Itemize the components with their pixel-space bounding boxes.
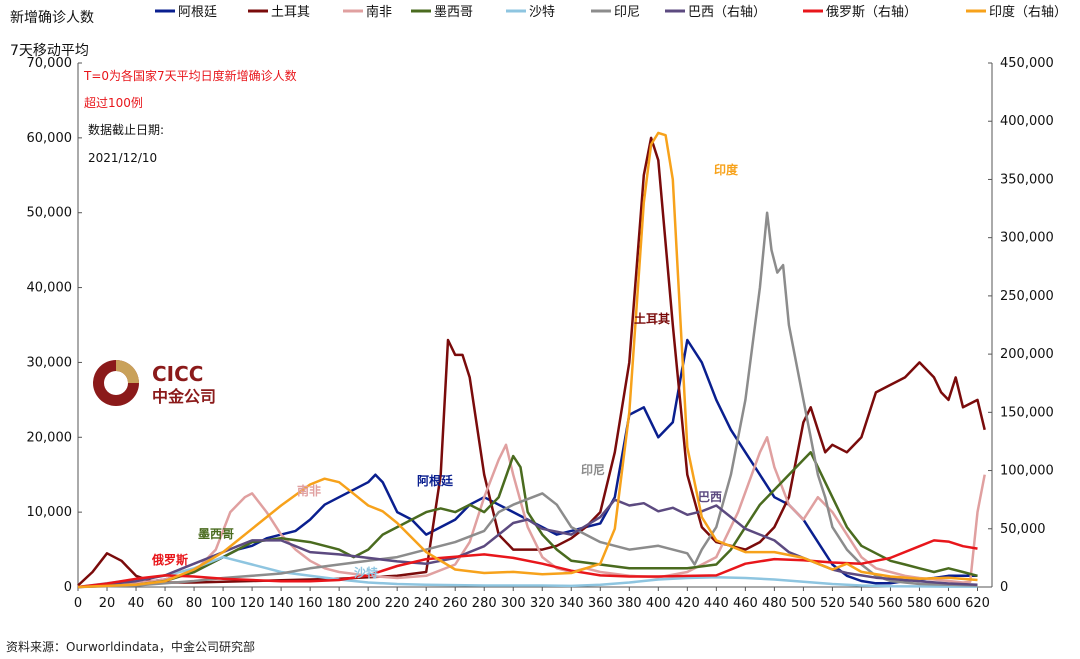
y-right-tick-label: 350,000: [1000, 172, 1054, 187]
inline-label: 印度: [714, 162, 739, 177]
x-tick-label: 160: [298, 596, 323, 611]
legend-label: 墨西哥: [434, 5, 473, 20]
x-tick-label: 420: [675, 596, 700, 611]
legend-label: 巴西（右轴）: [688, 5, 766, 20]
logo-text-en: CICC: [152, 362, 203, 386]
x-tick-label: 460: [733, 596, 758, 611]
source-note: 资料来源：Ourworldindata，中金公司研究部: [6, 640, 255, 654]
y-right-tick-label: 400,000: [1000, 114, 1054, 129]
y-right-tick-label: 0: [1000, 580, 1008, 595]
x-tick-label: 620: [965, 596, 990, 611]
y-left-tick-label: 70,000: [27, 56, 73, 71]
x-tick-label: 320: [530, 596, 555, 611]
series-line-8: [77, 131, 978, 589]
y-left-tick-label: 30,000: [27, 355, 73, 370]
x-tick-label: 240: [414, 596, 439, 611]
legend-label: 沙特: [529, 5, 555, 20]
y-right-tick-label: 200,000: [1000, 347, 1054, 362]
x-tick-label: 580: [907, 596, 932, 611]
series-line-5: [77, 211, 978, 589]
inline-label: 墨西哥: [198, 527, 234, 541]
y-axis-left-subtitle: 7天移动平均: [10, 43, 89, 59]
x-tick-label: 540: [849, 596, 874, 611]
annotation-line-1: T=0为各国家7天平均日度新增确诊人数: [83, 68, 297, 83]
legend-label: 南非: [366, 4, 392, 20]
x-tick-label: 280: [472, 596, 497, 611]
y-left-tick-label: 10,000: [27, 505, 73, 520]
inline-label: 阿根廷: [417, 473, 454, 488]
x-tick-label: 340: [559, 596, 584, 611]
x-tick-label: 560: [878, 596, 903, 611]
legend-label: 印尼: [614, 5, 640, 20]
x-tick-label: 480: [762, 596, 787, 611]
series-line-4: [77, 555, 978, 589]
inline-label: 俄罗斯: [151, 552, 188, 567]
x-tick-label: 80: [186, 596, 203, 611]
x-tick-label: 120: [240, 596, 265, 611]
y-left-tick-label: 0: [64, 580, 72, 595]
x-tick-label: 20: [99, 596, 116, 611]
x-tick-label: 100: [211, 596, 236, 611]
x-tick-label: 140: [269, 596, 294, 611]
series-line-3: [77, 451, 978, 589]
y-right-tick-label: 150,000: [1000, 405, 1054, 420]
y-left-tick-label: 20,000: [27, 430, 73, 445]
x-tick-label: 380: [617, 596, 642, 611]
legend-label: 阿根廷: [178, 5, 217, 20]
annotation-line-2: 超过100例: [84, 95, 143, 110]
x-tick-label: 500: [791, 596, 816, 611]
legend: 阿根廷 土耳其 南非 墨西哥 沙特 印尼 巴西（右轴） 俄罗斯（右轴） 印度（右轴）: [155, 4, 1067, 20]
y-left-tick-label: 40,000: [27, 281, 73, 296]
x-tick-label: 220: [385, 596, 410, 611]
logo-text-cn: 中金公司: [152, 387, 216, 406]
x-tick-label: 400: [646, 596, 671, 611]
x-tick-label: 520: [820, 596, 845, 611]
date-value: 2021/12/10: [88, 151, 157, 165]
inline-label: 土耳其: [634, 311, 670, 326]
legend-label: 俄罗斯（右轴）: [826, 5, 917, 20]
legend-label: 土耳其: [271, 5, 310, 20]
series-lines: [77, 131, 986, 589]
legend-label: 印度（右轴）: [989, 4, 1067, 20]
inline-label: 沙特: [354, 565, 378, 580]
x-tick-label: 40: [128, 596, 145, 611]
inline-label: 巴西: [698, 490, 722, 504]
x-tick-label: 300: [501, 596, 526, 611]
y-right-tick-label: 450,000: [1000, 56, 1054, 71]
x-tick-label: 60: [157, 596, 174, 611]
date-caption: 数据截止日期:: [88, 122, 164, 137]
y-left-tick-label: 50,000: [27, 206, 73, 221]
x-tick-label: 260: [443, 596, 468, 611]
y-right-tick-label: 100,000: [1000, 464, 1054, 479]
x-tick-label: 0: [74, 596, 82, 611]
inline-label: 印尼: [581, 463, 605, 477]
y-right-tick-label: 250,000: [1000, 289, 1054, 304]
y-left-tick-label: 60,000: [27, 131, 73, 146]
y-right-tick-label: 50,000: [1000, 522, 1046, 537]
x-tick-label: 600: [936, 596, 961, 611]
y-axis-left-title: 新增确诊人数: [10, 10, 94, 26]
y-right-tick-label: 300,000: [1000, 231, 1054, 246]
series-line-7: [77, 539, 978, 589]
x-tick-label: 440: [704, 596, 729, 611]
inline-label: 南非: [297, 483, 321, 498]
x-tick-label: 360: [588, 596, 613, 611]
x-tick-label: 200: [356, 596, 381, 611]
x-tick-label: 180: [327, 596, 352, 611]
cicc-logo: CICC 中金公司: [93, 360, 216, 406]
